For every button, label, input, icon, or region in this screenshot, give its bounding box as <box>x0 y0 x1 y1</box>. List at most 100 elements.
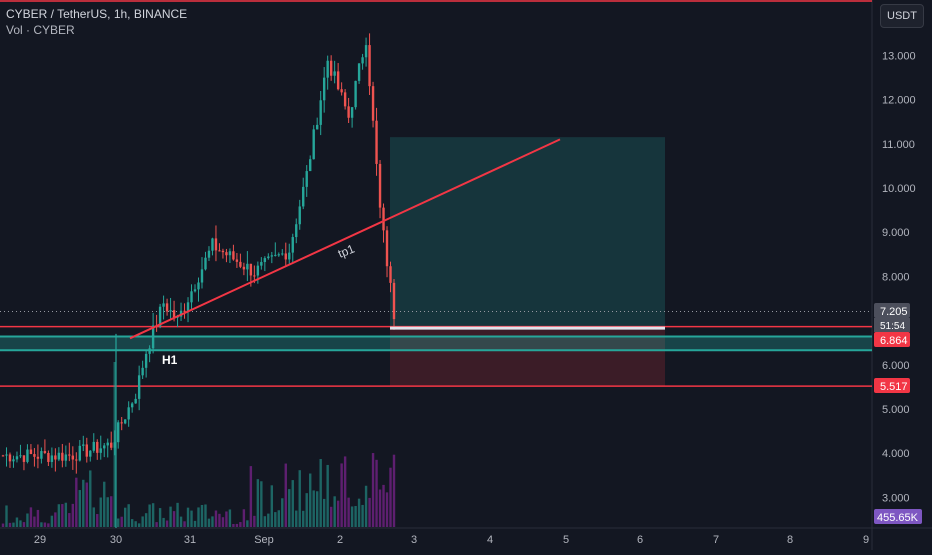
volume-bar <box>270 485 274 527</box>
candle-body <box>312 129 315 160</box>
volume-bar <box>354 506 357 527</box>
volume-bar <box>162 517 165 527</box>
volume-badge: 455.65K <box>877 512 919 524</box>
candle-body <box>319 100 322 125</box>
volume-bar <box>364 485 368 527</box>
candle-body <box>190 291 193 303</box>
volume-bar <box>361 504 364 527</box>
candle-body <box>322 77 326 101</box>
x-tick-label: 29 <box>34 534 46 546</box>
candle-body <box>357 63 361 81</box>
volume-bar <box>274 512 277 527</box>
candle-body <box>96 441 99 453</box>
annotation-tp1: tp1 <box>336 241 357 260</box>
candle-body <box>113 442 116 448</box>
volume-bar <box>120 516 123 527</box>
x-tick-label: 8 <box>787 534 793 546</box>
volume-bar <box>347 497 350 527</box>
volume-bar <box>155 522 158 527</box>
volume-bar <box>22 522 26 527</box>
volume-bar <box>61 504 64 527</box>
volume-bar <box>134 521 137 527</box>
candle-body <box>315 124 319 130</box>
level-badge-1-bg <box>874 332 910 347</box>
candle-body <box>169 310 172 312</box>
volume-bar <box>326 464 329 527</box>
y-tick-label: 6.000 <box>882 360 910 372</box>
volume-badge-bg <box>874 509 922 524</box>
volume-bar <box>137 523 141 527</box>
volume-bar <box>204 504 207 527</box>
candle-body <box>1 455 5 457</box>
volume-bar <box>71 503 75 527</box>
candle-body <box>214 238 218 251</box>
candle-body <box>270 255 274 257</box>
y-tick-label: 9.000 <box>882 227 910 239</box>
volume-bar <box>47 523 50 527</box>
candle-body <box>22 455 26 462</box>
volume-bar <box>85 482 88 527</box>
candle-body <box>204 257 207 270</box>
volume-legend[interactable]: Vol · CYBER <box>6 23 75 37</box>
volume-bar <box>263 516 267 527</box>
symbol-title[interactable]: CYBER / TetherUS, 1h, BINANCE <box>6 7 188 21</box>
candle-body <box>47 452 50 462</box>
candle-body <box>277 254 280 256</box>
volume-bar <box>165 520 169 527</box>
volume-bar <box>179 516 183 527</box>
volume-bar <box>19 520 22 527</box>
volume-bar <box>322 498 326 527</box>
y-tick-label: 12.000 <box>882 95 916 107</box>
volume-bar <box>267 513 270 527</box>
volume-bar <box>141 516 144 527</box>
candle-body <box>165 303 169 312</box>
volume-bar <box>193 520 197 527</box>
candle-body <box>354 80 357 108</box>
candle-body <box>392 282 396 320</box>
candle-body <box>302 186 305 207</box>
candle-body <box>151 325 155 349</box>
volume-bar <box>99 497 102 527</box>
candle-body <box>33 454 36 457</box>
candle-body <box>326 60 329 78</box>
volume-bar <box>5 505 8 527</box>
candle-body <box>186 302 190 312</box>
x-tick-label: 3 <box>411 534 417 546</box>
volume-bar <box>144 513 148 527</box>
y-tick-label: 4.000 <box>882 448 910 460</box>
volume-bar <box>200 504 204 527</box>
x-tick-label: 30 <box>110 534 122 546</box>
y-tick-label: 8.000 <box>882 271 910 283</box>
volume-bar <box>389 467 392 527</box>
volume-bar <box>151 503 155 527</box>
candle-body <box>54 455 57 460</box>
volume-bar <box>277 510 280 527</box>
volume-bar <box>190 510 193 527</box>
candle-body <box>221 250 225 253</box>
candle-body <box>343 92 347 107</box>
candle-body <box>350 107 354 118</box>
volume-bar <box>211 516 214 527</box>
volume-bar <box>319 459 322 527</box>
volume-bar <box>343 456 347 527</box>
candle-body <box>263 258 267 263</box>
candle-body <box>382 207 385 231</box>
candle-body <box>75 459 78 461</box>
y-tick-label: 3.000 <box>882 492 910 504</box>
volume-bar <box>123 507 127 527</box>
candle-body <box>249 263 253 276</box>
volume-bar <box>1 523 5 527</box>
x-tick-label: 6 <box>637 534 643 546</box>
volume-bar <box>110 496 113 527</box>
volume-bar <box>12 522 15 527</box>
volume-bar <box>228 509 232 527</box>
candle-body <box>148 348 151 354</box>
candle-body <box>43 451 47 453</box>
volume-bar <box>295 510 298 527</box>
volume-bar <box>15 517 19 527</box>
volume-bar <box>68 513 71 527</box>
volume-bar <box>291 480 294 527</box>
currency-button[interactable]: USDT <box>880 4 924 28</box>
